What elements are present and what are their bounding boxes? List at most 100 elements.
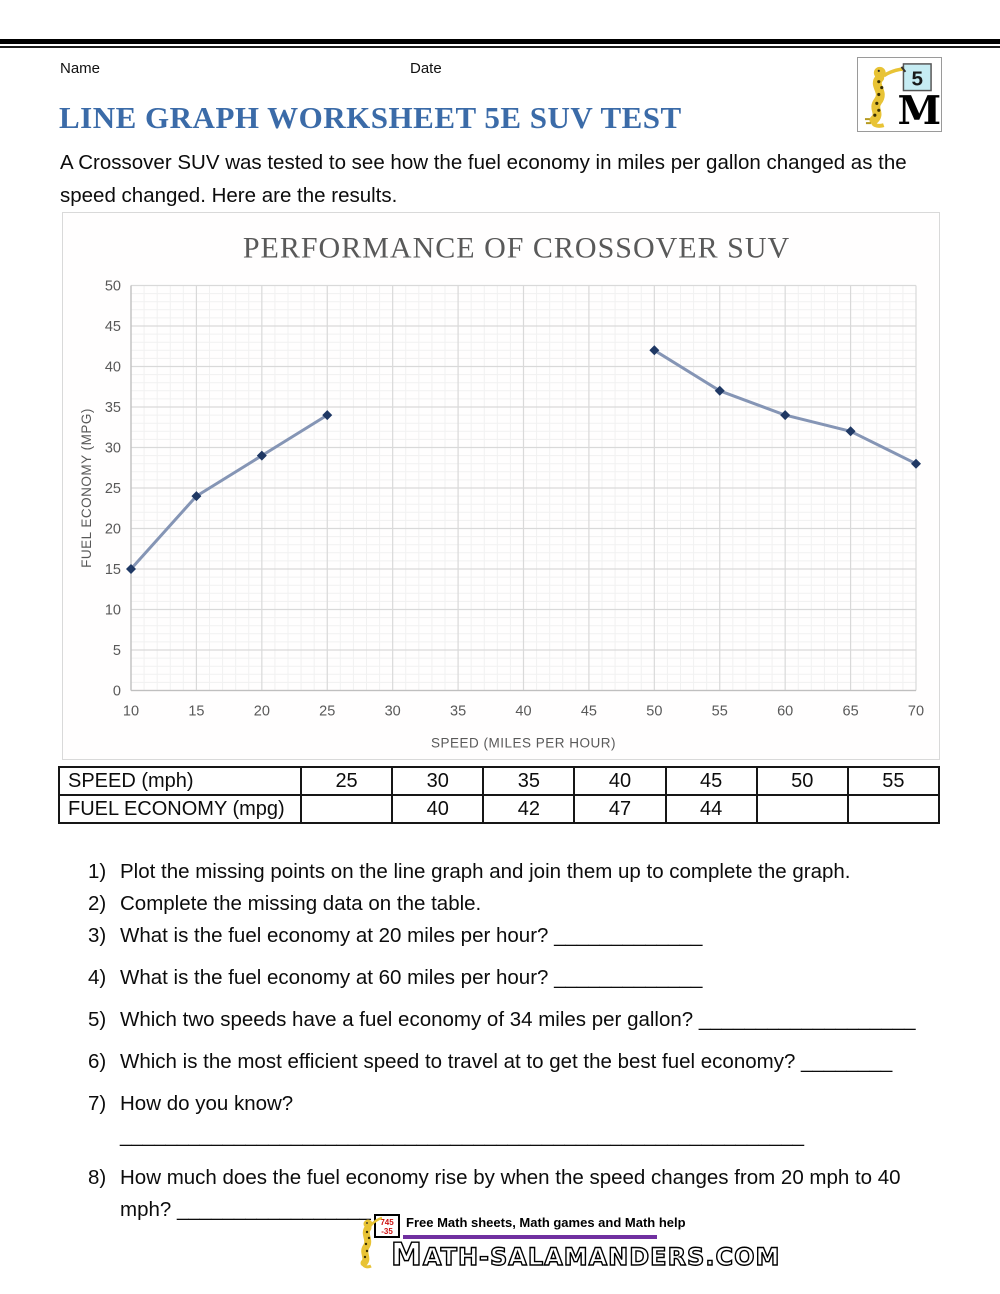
question-number: 8) [88, 1166, 107, 1189]
y-tick-label: 45 [105, 319, 121, 335]
value-cell: 40 [391, 794, 485, 824]
y-tick-label: 15 [105, 562, 121, 578]
value-cell: 25 [299, 766, 394, 796]
value-cell: 35 [482, 766, 576, 796]
question-text: Plot the missing points on the line grap… [120, 860, 851, 883]
y-tick-label: 0 [113, 684, 121, 700]
data-point-marker [780, 410, 791, 421]
question-item: 8) How much does the fuel economy rise by… [60, 1162, 932, 1226]
line-chart: 0 5 10 15 20 25 30 35 40 45 50 10 15 20 25 30 35 40 45 50 55… [62, 212, 940, 760]
salamander-logo: M 5 [857, 57, 942, 134]
x-tick-label: 25 [319, 704, 335, 720]
x-tick-label: 20 [254, 704, 270, 720]
question-item: 3) What is the fuel economy at 20 miles p… [60, 920, 932, 952]
date-label: Date [410, 60, 442, 77]
question-item: 6) Which is the most efficient speed to t… [60, 1046, 932, 1078]
question-text: How do you know? _______________________… [120, 1092, 805, 1147]
question-item: 2) Complete the missing data on the table… [60, 888, 932, 920]
data-point-marker [845, 426, 856, 437]
footer-salamander-figure [360, 1216, 383, 1269]
y-tick-label: 10 [105, 603, 121, 619]
intro-text: A Crossover SUV was tested to see how th… [60, 151, 907, 207]
footer-board-line-2: -35 [381, 1227, 393, 1236]
question-text: What is the fuel economy at 20 miles per… [120, 924, 703, 947]
footer-tagline: Free Math sheets, Math games and Math he… [406, 1215, 686, 1230]
questions-list: 1) Plot the missing points on the line gr… [60, 856, 932, 1226]
y-tick-label: 30 [105, 441, 121, 457]
value-cell: 45 [664, 766, 758, 796]
row-label-cell: FUEL ECONOMY (mpg) [58, 794, 302, 824]
salamander-figure [864, 66, 907, 128]
footer-board-line-1: 745 [380, 1218, 394, 1227]
y-tick-label: 40 [105, 360, 121, 376]
x-tick-label: 65 [843, 704, 859, 720]
x-axis-title: SPEED (MILES PER HOUR) [431, 736, 616, 751]
question-text: Complete the missing data on the table. [120, 892, 482, 915]
question-text: What is the fuel economy at 60 miles per… [120, 966, 703, 989]
question-item: 4) What is the fuel economy at 60 miles p… [60, 962, 932, 994]
x-tick-label: 35 [450, 704, 466, 720]
value-cell: 40 [573, 766, 667, 796]
data-point-marker [649, 345, 660, 356]
y-tick-label: 20 [105, 522, 121, 538]
question-item: 5) Which two speeds have a fuel economy o… [60, 1004, 932, 1036]
question-number: 3) [88, 924, 107, 947]
chart-title: PERFORMANCE OF CROSSOVER SUV [243, 232, 790, 265]
x-tick-label: 55 [712, 704, 728, 720]
table-row: SPEED (mph) 25 30 35 40 45 50 55 [58, 766, 941, 796]
question-text: Which is the most efficient speed to tra… [120, 1050, 893, 1073]
line-chart-svg: 0 5 10 15 20 25 30 35 40 45 50 10 15 20 25 30 35 40 45 50 55… [79, 232, 924, 751]
data-point-marker [911, 458, 921, 469]
data-point-marker [256, 450, 267, 461]
footer-accent-rule [403, 1235, 657, 1239]
logo-board [902, 63, 932, 92]
name-label: Name [60, 60, 101, 77]
question-item: 7) How do you know? _____________________… [60, 1088, 932, 1152]
question-number: 4) [88, 966, 107, 989]
question-number: 2) [88, 892, 107, 915]
x-tick-label: 30 [385, 704, 401, 720]
y-tick-label: 5 [113, 643, 121, 659]
row-label-cell: SPEED (mph) [58, 766, 302, 796]
x-tick-label: 10 [123, 704, 139, 720]
value-cell [755, 794, 849, 824]
x-tick-label: 45 [581, 704, 597, 720]
footer-logo: 745 -35 Free Math sheets, Math games and… [358, 1211, 780, 1277]
data-line [129, 413, 329, 571]
x-tick-label: 50 [646, 704, 662, 720]
x-tick-label: 15 [188, 704, 204, 720]
y-tick-label: 50 [105, 279, 121, 295]
footer-site-name: MATH-SALAMANDERS.COM [390, 1236, 781, 1273]
top-divider-rule [0, 39, 1000, 48]
y-axis-title: FUEL ECONOMY (MPG) [79, 408, 94, 568]
data-point-marker [126, 564, 136, 574]
question-number: 6) [88, 1050, 107, 1073]
y-tick-label: 35 [105, 400, 121, 416]
salamander-logo-graphic: M 5 [864, 63, 941, 134]
value-cell: 42 [482, 794, 576, 824]
value-cell: 55 [846, 766, 941, 796]
question-text: How much does the fuel economy rise by w… [120, 1166, 901, 1221]
value-cell: 47 [573, 794, 667, 824]
data-point-marker [714, 385, 725, 396]
value-cell [299, 794, 394, 824]
y-tick-label: 25 [105, 481, 121, 497]
value-cell [846, 794, 941, 824]
table-row: FUEL ECONOMY (mpg) 40 42 47 44 [58, 794, 941, 824]
value-cell: 44 [664, 794, 758, 824]
value-cell: 50 [755, 766, 849, 796]
data-point-marker [191, 491, 202, 502]
x-tick-label: 70 [908, 704, 924, 720]
question-number: 1) [88, 860, 107, 883]
x-tick-label: 60 [777, 704, 793, 720]
question-text: Which two speeds have a fuel economy of … [120, 1008, 916, 1031]
question-number: 7) [88, 1092, 107, 1115]
question-number: 5) [88, 1008, 107, 1031]
data-point-marker [322, 410, 333, 421]
x-tick-label: 40 [515, 704, 531, 720]
value-cell: 30 [391, 766, 485, 796]
logo-m-letter: M [898, 88, 941, 131]
question-item: 1) Plot the missing points on the line gr… [60, 856, 932, 888]
footer-salamander-icon: 745 -35 [360, 1214, 400, 1269]
